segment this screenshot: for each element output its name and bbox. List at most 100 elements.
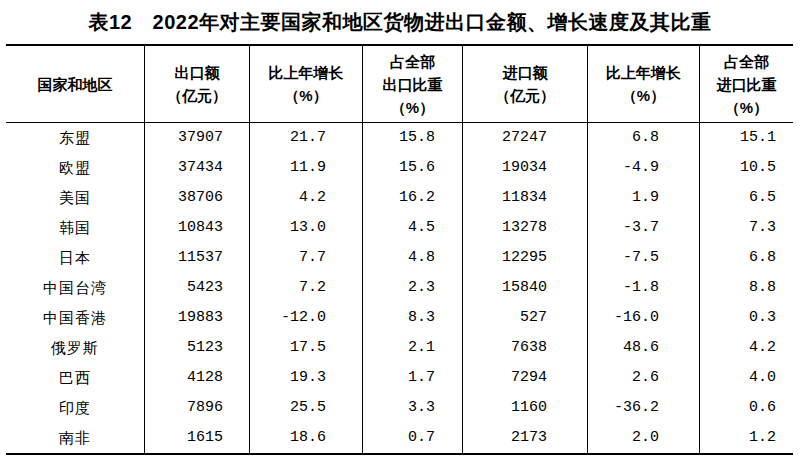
cell-import-share: 0.6	[700, 393, 793, 423]
table-row: 日本 11537 7.7 4.8 12295 -7.5 6.8	[6, 243, 793, 273]
cell-export-value: 19883	[145, 303, 250, 333]
col-header-line: （%）	[725, 96, 768, 119]
cell-export-share: 3.3	[363, 393, 463, 423]
cell-export-share: 2.3	[363, 273, 463, 303]
cell-export-share: 2.1	[363, 333, 463, 363]
cell-export-value: 5123	[145, 333, 250, 363]
cell-export-growth: 13.0	[250, 213, 363, 243]
col-header-line: 出口额	[175, 61, 220, 84]
cell-export-share: 16.2	[363, 183, 463, 213]
cell-import-value: 1160	[463, 393, 588, 423]
cell-import-share: 0.3	[700, 303, 793, 333]
cell-region: 中国香港	[6, 303, 145, 333]
cell-export-growth: 7.7	[250, 243, 363, 273]
table-title: 表12 2022年对主要国家和地区货物进出口金额、增长速度及其比重	[0, 7, 800, 37]
table-row: 韩国 10843 13.0 4.5 13278 -3.7 7.3	[6, 213, 793, 243]
cell-import-growth: -4.9	[588, 153, 700, 183]
col-header-line: （%）	[391, 96, 434, 119]
col-header-line: 国家和地区	[38, 73, 113, 96]
cell-import-share: 1.2	[700, 423, 793, 453]
cell-import-value: 15840	[463, 273, 588, 303]
document-page: 表12 2022年对主要国家和地区货物进出口金额、增长速度及其比重 国家和地区 …	[0, 0, 800, 467]
cell-export-growth: 7.2	[250, 273, 363, 303]
table-row: 南非 1615 18.6 0.7 2173 2.0 1.2	[6, 423, 793, 453]
cell-import-share: 6.5	[700, 183, 793, 213]
cell-import-growth: -16.0	[588, 303, 700, 333]
col-header-line: 比上年增长	[606, 61, 681, 84]
col-header-line: 占全部	[390, 50, 435, 73]
cell-import-value: 527	[463, 303, 588, 333]
cell-region: 日本	[6, 243, 145, 273]
cell-import-value: 7638	[463, 333, 588, 363]
cell-import-value: 19034	[463, 153, 588, 183]
cell-export-growth: 25.5	[250, 393, 363, 423]
cell-import-share: 15.1	[700, 123, 793, 153]
cell-import-value: 2173	[463, 423, 588, 453]
col-header-line: 进口比重	[717, 73, 777, 96]
cell-region: 欧盟	[6, 153, 145, 183]
cell-import-value: 11834	[463, 183, 588, 213]
cell-export-share: 8.3	[363, 303, 463, 333]
cell-region: 印度	[6, 393, 145, 423]
cell-export-growth: 17.5	[250, 333, 363, 363]
cell-region: 巴西	[6, 363, 145, 393]
cell-import-share: 8.8	[700, 273, 793, 303]
cell-export-growth: 21.7	[250, 123, 363, 153]
cell-import-value: 12295	[463, 243, 588, 273]
col-header-line: （亿元）	[167, 84, 227, 107]
cell-import-value: 13278	[463, 213, 588, 243]
cell-import-growth: 2.6	[588, 363, 700, 393]
cell-import-share: 7.3	[700, 213, 793, 243]
cell-export-value: 1615	[145, 423, 250, 453]
cell-export-share: 4.5	[363, 213, 463, 243]
col-header-export-growth: 比上年增长 （%）	[250, 46, 363, 122]
col-header-line: （%）	[284, 84, 327, 107]
cell-export-growth: 11.9	[250, 153, 363, 183]
cell-region: 美国	[6, 183, 145, 213]
cell-import-growth: -3.7	[588, 213, 700, 243]
table-row: 东盟 37907 21.7 15.8 27247 6.8 15.1	[6, 123, 793, 153]
cell-export-share: 15.6	[363, 153, 463, 183]
col-header-line: 占全部	[724, 50, 769, 73]
col-header-line: （亿元）	[495, 84, 555, 107]
col-header-line: 进口额	[503, 61, 548, 84]
table-header-row: 国家和地区 出口额 （亿元） 比上年增长 （%） 占全部 出口比重 （%） 进口…	[6, 46, 793, 123]
col-header-export-share: 占全部 出口比重 （%）	[363, 46, 463, 122]
table-row: 巴西 4128 19.3 1.7 7294 2.6 4.0	[6, 363, 793, 393]
cell-export-value: 38706	[145, 183, 250, 213]
cell-region: 东盟	[6, 123, 145, 153]
table-row: 俄罗斯 5123 17.5 2.1 7638 48.6 4.2	[6, 333, 793, 363]
cell-export-growth: -12.0	[250, 303, 363, 333]
cell-export-share: 0.7	[363, 423, 463, 453]
col-header-export-value: 出口额 （亿元）	[145, 46, 250, 122]
cell-import-growth: 2.0	[588, 423, 700, 453]
cell-import-growth: -36.2	[588, 393, 700, 423]
cell-export-value: 37907	[145, 123, 250, 153]
cell-import-growth: -1.8	[588, 273, 700, 303]
col-header-import-value: 进口额 （亿元）	[463, 46, 588, 122]
cell-import-share: 10.5	[700, 153, 793, 183]
cell-import-value: 7294	[463, 363, 588, 393]
cell-import-growth: -7.5	[588, 243, 700, 273]
cell-import-growth: 1.9	[588, 183, 700, 213]
cell-export-share: 15.8	[363, 123, 463, 153]
cell-import-share: 6.8	[700, 243, 793, 273]
cell-import-share: 4.2	[700, 333, 793, 363]
col-header-line: 比上年增长	[269, 61, 344, 84]
table-row: 中国台湾 5423 7.2 2.3 15840 -1.8 8.8	[6, 273, 793, 303]
cell-region: 南非	[6, 423, 145, 453]
table-row: 美国 38706 4.2 16.2 11834 1.9 6.5	[6, 183, 793, 213]
cell-export-value: 10843	[145, 213, 250, 243]
cell-import-share: 4.0	[700, 363, 793, 393]
cell-import-growth: 6.8	[588, 123, 700, 153]
cell-import-value: 27247	[463, 123, 588, 153]
cell-export-share: 1.7	[363, 363, 463, 393]
trade-statistics-table: 国家和地区 出口额 （亿元） 比上年增长 （%） 占全部 出口比重 （%） 进口…	[6, 44, 793, 455]
col-header-import-growth: 比上年增长 （%）	[588, 46, 700, 122]
cell-region: 韩国	[6, 213, 145, 243]
cell-export-growth: 19.3	[250, 363, 363, 393]
table-row: 欧盟 37434 11.9 15.6 19034 -4.9 10.5	[6, 153, 793, 183]
col-header-region: 国家和地区	[6, 46, 145, 122]
col-header-line: 出口比重	[383, 73, 443, 96]
table-row: 中国香港 19883 -12.0 8.3 527 -16.0 0.3	[6, 303, 793, 333]
